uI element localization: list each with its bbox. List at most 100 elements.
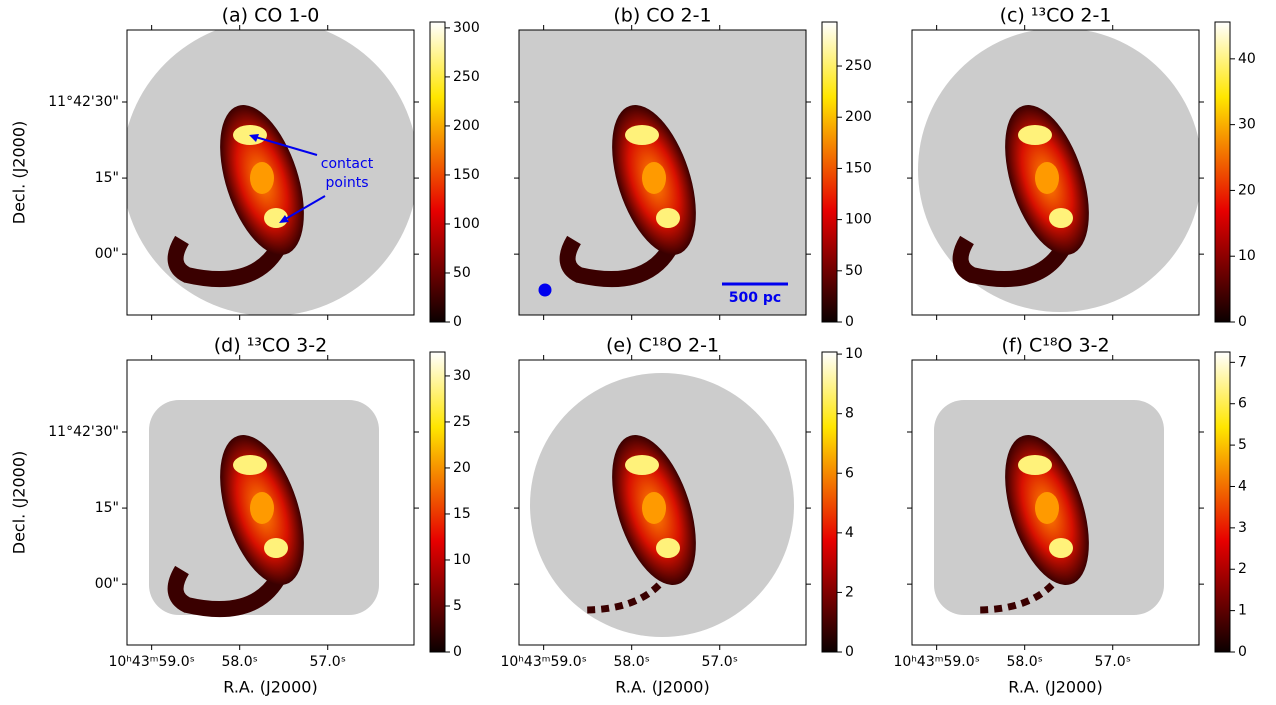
panel-title: (b) CO 2-1 [613, 5, 711, 27]
colorbar-tick-label: 30 [1238, 117, 1256, 133]
arrow [251, 135, 318, 156]
map [127, 30, 414, 315]
plot-frame [126, 359, 415, 646]
colorbar-tick-label: 300 [453, 20, 480, 36]
hotspot [250, 162, 274, 194]
panel-title: (c) ¹³CO 2-1 [1000, 5, 1112, 27]
y-axis-label: Decl. (J2000) [10, 451, 29, 555]
hotspot [1049, 538, 1073, 558]
arrow-head [249, 134, 259, 142]
plot-frame [518, 359, 807, 646]
hotspot [233, 455, 267, 475]
panel: 10ʰ43ᵐ59.0ˢ 58.0ˢ 57.0ˢ R.A. (J2000) (f) C¹⁸… [893, 335, 1247, 697]
y-tick-label: 11°42'30" [48, 424, 119, 440]
colorbar-tick-label: 250 [453, 69, 480, 85]
x-tick-label: 58.0ˢ [221, 654, 257, 670]
colorbar-tick-label: 0 [845, 644, 854, 660]
colorbar-tick-label: 250 [845, 58, 872, 74]
colorbar-tick-label: 0 [1238, 314, 1247, 330]
hotspot [1018, 125, 1052, 145]
y-tick-label: 00" [95, 246, 119, 262]
colorbar [1214, 351, 1231, 653]
arm [952, 235, 1069, 288]
map [918, 30, 1199, 312]
colorbar-tick-label: 30 [453, 368, 471, 384]
plot-frame [911, 29, 1200, 316]
x-tick-label: 57.0ˢ [310, 654, 346, 670]
x-tick-label: 58.0ˢ [1006, 654, 1042, 670]
y-axis-label: Decl. (J2000) [10, 121, 29, 225]
colorbar-tick-label: 10 [845, 346, 863, 362]
hotspot [1035, 162, 1059, 194]
colorbar-tick-label: 0 [845, 314, 854, 330]
hotspot [250, 492, 274, 524]
hotspot [264, 208, 288, 228]
y-tick-label: 11°42'30" [48, 94, 119, 110]
colorbar [429, 21, 446, 323]
colorbar-tick-label: 15 [453, 506, 471, 522]
colorbar-tick-label: 0 [1238, 644, 1247, 660]
arm [976, 582, 1055, 614]
annotation: points [326, 175, 369, 191]
colorbar-tick-label: 2 [1238, 561, 1247, 577]
hotspot [656, 538, 680, 558]
colorbar-tick-label: 8 [845, 406, 854, 422]
panel: (c) ¹³CO 2-1 0 10 20 30 40 [907, 5, 1256, 330]
x-tick-label: 10ʰ43ᵐ59.0ˢ [500, 654, 586, 670]
colorbar-tick-label: 200 [845, 109, 872, 125]
map [149, 400, 379, 618]
hotspot [656, 208, 680, 228]
colorbar-tick-label: 10 [453, 552, 471, 568]
colorbar-tick-label: 2 [845, 584, 854, 600]
y-tick-label: 15" [95, 170, 119, 186]
colorbar-tick-label: 5 [453, 598, 462, 614]
arm [167, 565, 284, 618]
colorbar-tick-label: 5 [1238, 437, 1247, 453]
annotation: contact [321, 156, 374, 172]
scale-bar-label: 500 pc [729, 290, 781, 306]
arrow-head [279, 215, 289, 223]
arm [583, 582, 662, 614]
x-tick-label: 10ʰ43ᵐ59.0ˢ [108, 654, 194, 670]
y-tick-label: 00" [95, 576, 119, 592]
colorbar-tick-label: 0 [453, 644, 462, 660]
x-axis-label: R.A. (J2000) [1008, 678, 1102, 697]
arrow [281, 195, 326, 222]
colorbar-tick-label: 20 [1238, 182, 1256, 198]
colorbar-tick-label: 10 [1238, 248, 1256, 264]
x-axis-label: R.A. (J2000) [615, 678, 709, 697]
x-tick-label: 10ʰ43ᵐ59.0ˢ [893, 654, 979, 670]
panel-title: (a) CO 1-0 [222, 5, 320, 27]
hotspot [1018, 455, 1052, 475]
colorbar-tick-label: 50 [453, 265, 471, 281]
hotspot [264, 538, 288, 558]
x-tick-label: 58.0ˢ [613, 654, 649, 670]
panel: 11°42'30" 15" 00" Decl. (J2000) (a) CO 1-0 0 5… [10, 5, 480, 331]
colorbar-tick-label: 150 [453, 167, 480, 183]
hotspot [1049, 208, 1073, 228]
colorbar-tick-label: 200 [453, 118, 480, 134]
panel-title: (e) C¹⁸O 2-1 [606, 335, 719, 357]
map [530, 373, 794, 637]
colorbar-tick-label: 0 [453, 314, 462, 330]
map [934, 400, 1164, 615]
x-axis-label: R.A. (J2000) [223, 678, 317, 697]
colorbar-tick-label: 3 [1238, 520, 1247, 536]
beam [538, 283, 552, 297]
plot-frame [518, 29, 807, 316]
x-tick-label: 57.0ˢ [702, 654, 738, 670]
colorbar [429, 351, 446, 653]
plot-frame [911, 359, 1200, 646]
colorbar-tick-label: 6 [1238, 396, 1247, 412]
hotspot [642, 162, 666, 194]
colorbar [821, 21, 838, 323]
panel: 10ʰ43ᵐ59.0ˢ 58.0ˢ 57.0ˢ R.A. (J2000) (e) C¹⁸… [500, 335, 862, 697]
colorbar-tick-label: 100 [845, 212, 872, 228]
arm [167, 235, 284, 288]
colorbar-tick-label: 50 [845, 263, 863, 279]
y-tick-label: 15" [95, 500, 119, 516]
hotspot [625, 125, 659, 145]
plot-frame [126, 29, 415, 316]
arm [559, 235, 676, 288]
